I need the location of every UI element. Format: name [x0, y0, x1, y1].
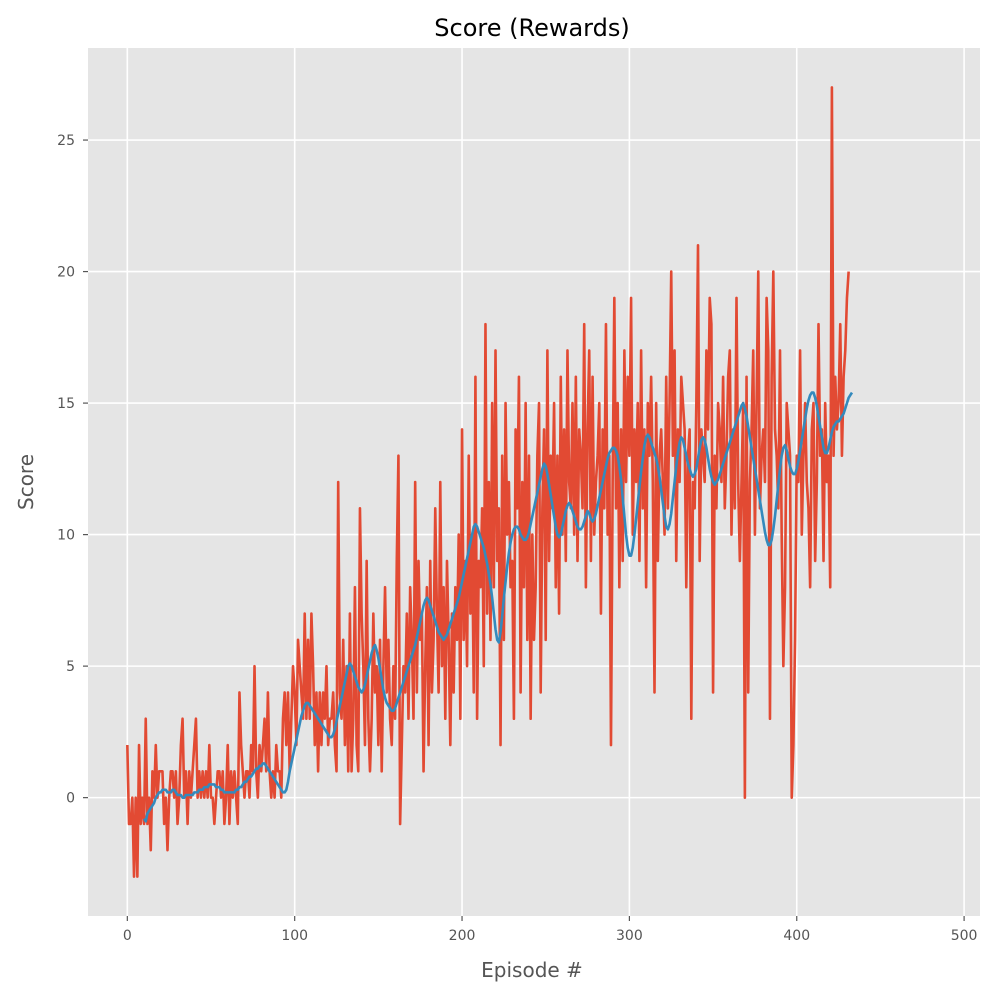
y-tick-label: 15 [57, 396, 75, 412]
series-lines [126, 86, 854, 878]
x-tick-label: 100 [281, 928, 308, 944]
chart-title: Score (Rewards) [434, 14, 629, 42]
y-axis-ticks: 0 5 10 15 20 25 [57, 133, 88, 807]
series-line-scores [126, 86, 850, 878]
y-tick-label: 0 [66, 791, 75, 807]
y-axis-label: Score [14, 454, 38, 510]
x-tick-label: 200 [449, 928, 476, 944]
x-tick-label: 0 [123, 928, 132, 944]
x-tick-label: 500 [951, 928, 978, 944]
series-line-average [142, 391, 854, 823]
y-tick-label: 10 [57, 528, 75, 544]
x-tick-label: 300 [616, 928, 643, 944]
x-tick-label: 400 [783, 928, 810, 944]
y-tick-label: 5 [66, 659, 75, 675]
y-tick-label: 20 [57, 265, 75, 281]
x-axis-label: Episode # [481, 958, 583, 982]
y-tick-label: 25 [57, 133, 75, 149]
x-axis-ticks: 0 100 200 300 400 500 [123, 916, 978, 944]
